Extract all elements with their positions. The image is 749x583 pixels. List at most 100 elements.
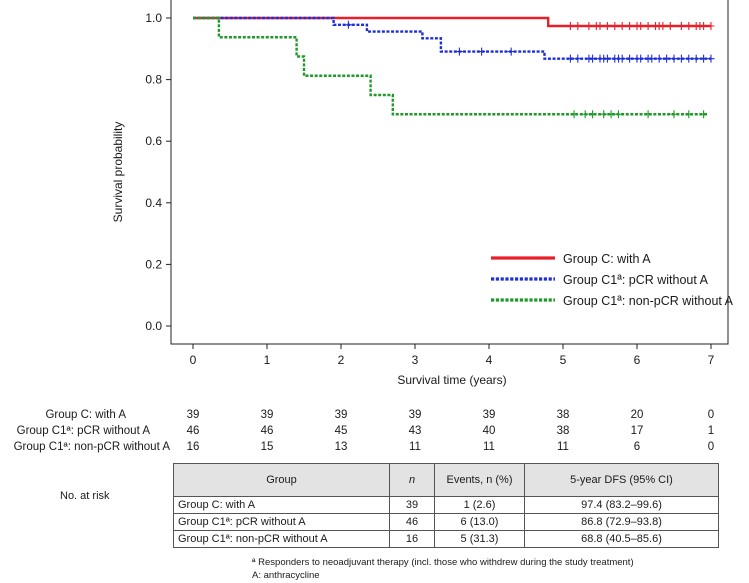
- censor-mark-0: [618, 22, 626, 31]
- censor-mark-2: [615, 110, 622, 119]
- censor-mark-1: [574, 54, 582, 63]
- risk-count: 16: [187, 441, 200, 453]
- censor-mark-1: [655, 54, 663, 63]
- censor-mark-1: [663, 54, 671, 63]
- censor-mark-1: [637, 54, 645, 63]
- risk-count: 0: [708, 409, 714, 421]
- censor-mark-0: [666, 22, 674, 31]
- censor-mark-0: [603, 22, 611, 31]
- censor-mark-2: [589, 110, 597, 119]
- risk-count: 43: [409, 425, 422, 437]
- x-tick-label: 6: [634, 353, 641, 367]
- censor-mark-2: [570, 110, 578, 119]
- x-tick-label: 3: [412, 353, 419, 367]
- header-events: Events, n (%): [434, 463, 525, 497]
- censor-mark-1: [618, 54, 626, 63]
- risk-count: 40: [483, 425, 496, 437]
- x-tick-label: 7: [708, 353, 715, 367]
- risk-count: 38: [557, 409, 570, 421]
- censor-mark-0: [685, 22, 693, 31]
- x-tick-label: 4: [486, 353, 493, 367]
- risk-table-label: No. at risk: [60, 490, 110, 502]
- row-group: Group C1ª: pCR without A: [173, 513, 390, 531]
- legend-label-1: Group C1ª: pCR without A: [563, 273, 709, 287]
- risk-count: 39: [409, 409, 422, 421]
- table-row: Group C1ª: non-pCR without A 16 5 (31.3)…: [173, 530, 719, 548]
- x-tick-label: 2: [338, 353, 345, 367]
- row-n: 16: [389, 530, 435, 548]
- censor-mark-0: [659, 22, 667, 31]
- series-line-0: [193, 16, 711, 28]
- censor-mark-1: [677, 54, 685, 63]
- censor-mark-2: [700, 110, 708, 119]
- series-line-1: [193, 16, 711, 60]
- row-events: 5 (31.3): [434, 530, 525, 548]
- censor-mark-2: [581, 110, 589, 119]
- series-line-2: [193, 16, 708, 116]
- row-events: 6 (13.0): [434, 513, 525, 531]
- risk-count: 39: [335, 409, 348, 421]
- row-n: 39: [389, 496, 435, 514]
- censor-mark-1: [344, 20, 352, 29]
- risk-row-label: Group C: with A: [45, 409, 126, 421]
- risk-count: 0: [708, 441, 714, 453]
- risk-count: 20: [631, 409, 644, 421]
- censor-mark-1: [455, 47, 463, 56]
- summary-table: Group n Events, n (%) 5-year DFS (95% CI…: [173, 463, 719, 548]
- censor-mark-0: [700, 22, 708, 31]
- header-n: n: [389, 463, 435, 497]
- table-row: Group C: with A 39 1 (2.6) 97.4 (83.2–99…: [173, 496, 719, 514]
- legend-label-0: Group C: with A: [563, 252, 651, 266]
- risk-count: 39: [483, 409, 496, 421]
- risk-count: 38: [557, 425, 570, 437]
- y-axis-label: Survival probability: [111, 122, 125, 223]
- censor-mark-0: [707, 22, 715, 31]
- risk-count: 15: [261, 441, 274, 453]
- censor-mark-1: [707, 54, 715, 63]
- row-group: Group C: with A: [173, 496, 390, 514]
- summary-table-header-row: Group n Events, n (%) 5-year DFS (95% CI…: [173, 463, 719, 497]
- censor-mark-0: [644, 22, 652, 31]
- row-dfs: 86.8 (72.9–93.8): [524, 513, 719, 531]
- censor-mark-0: [611, 22, 619, 31]
- risk-row-label: Group C1ª: non-pCR without A: [14, 441, 171, 453]
- censor-mark-1: [700, 54, 708, 63]
- risk-count: 39: [187, 409, 200, 421]
- censor-mark-2: [670, 110, 678, 119]
- row-dfs: 68.8 (40.5–85.6): [524, 530, 719, 548]
- footnote-responders: ª Responders to neoadjuvant therapy (inc…: [252, 557, 634, 568]
- censor-mark-1: [648, 54, 656, 63]
- x-tick-label: 1: [264, 353, 271, 367]
- censor-mark-0: [637, 22, 645, 31]
- censor-mark-2: [685, 110, 693, 119]
- censor-mark-1: [603, 54, 611, 63]
- x-axis-label: Survival time (years): [397, 373, 506, 387]
- censor-mark-0: [677, 22, 685, 31]
- y-tick-label: 0.6: [145, 134, 162, 148]
- header-dfs: 5-year DFS (95% CI): [524, 463, 719, 497]
- risk-row-label: Group C1ª: pCR without A: [17, 425, 151, 437]
- row-dfs: 97.4 (83.2–99.6): [524, 496, 719, 514]
- censor-mark-2: [644, 110, 652, 119]
- censor-mark-2: [600, 110, 608, 119]
- y-tick-label: 1.0: [145, 11, 162, 25]
- censor-mark-1: [670, 54, 678, 63]
- censor-mark-0: [626, 22, 634, 31]
- y-tick-label: 0.2: [145, 257, 162, 271]
- censor-mark-1: [626, 54, 634, 63]
- censor-mark-0: [566, 22, 574, 31]
- row-group: Group C1ª: non-pCR without A: [173, 530, 390, 548]
- table-row: Group C1ª: pCR without A 46 6 (13.0) 86.…: [173, 513, 719, 531]
- censor-mark-2: [607, 110, 615, 119]
- risk-count: 6: [634, 441, 640, 453]
- legend-label-2: Group C1ª: non-pCR without A: [563, 294, 734, 308]
- risk-count: 13: [335, 441, 348, 453]
- x-tick-label: 0: [190, 353, 197, 367]
- risk-count: 39: [261, 409, 274, 421]
- censor-mark-1: [589, 54, 597, 63]
- risk-count: 11: [483, 441, 495, 453]
- censor-mark-0: [596, 22, 604, 31]
- risk-count: 45: [335, 425, 348, 437]
- censor-mark-0: [585, 22, 593, 31]
